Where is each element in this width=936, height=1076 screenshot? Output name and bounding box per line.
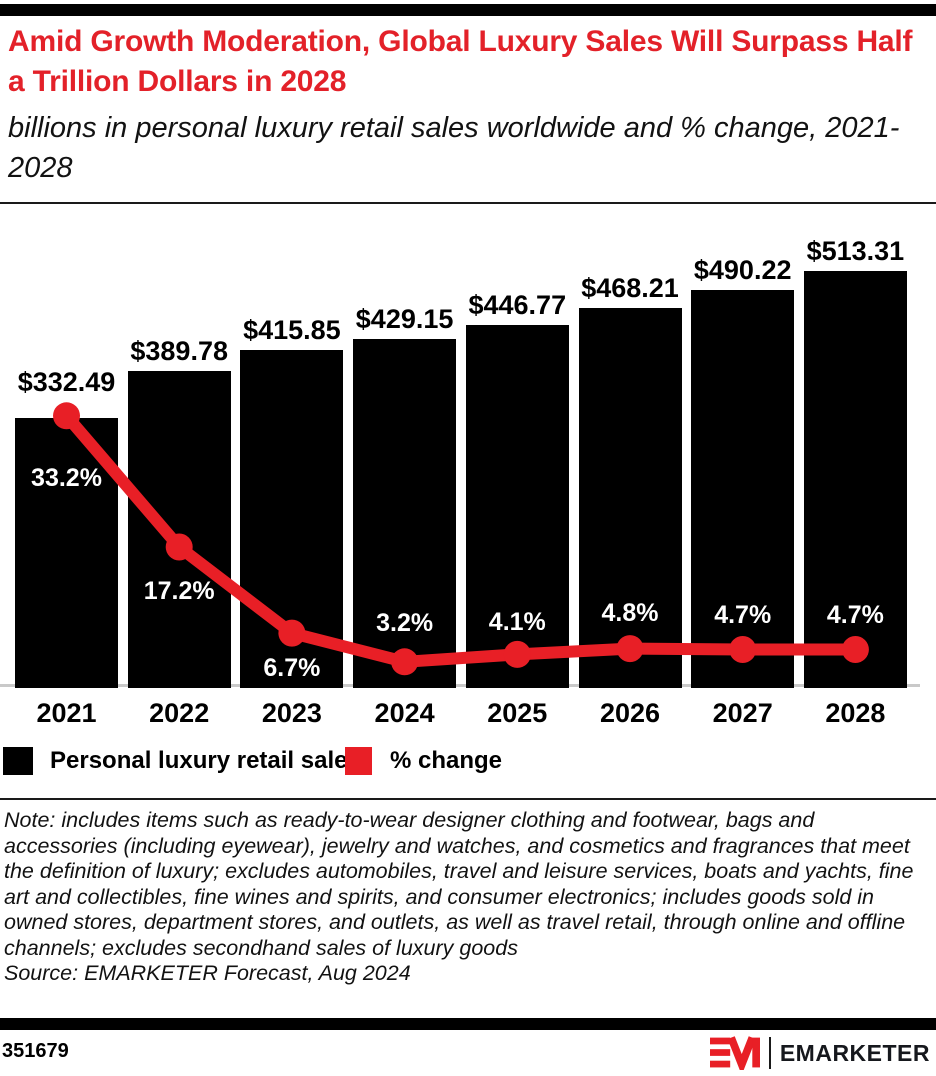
note-block: Note: includes items such as ready-to-we… bbox=[4, 808, 920, 987]
pct-label-2028: 4.7% bbox=[826, 600, 884, 629]
source-text: Source: EMARKETER Forecast, Aug 2024 bbox=[4, 961, 411, 985]
legend-swatch-sales bbox=[3, 747, 33, 775]
trend-point-2023 bbox=[278, 619, 306, 647]
emarketer-logo: EMARKETER bbox=[709, 1036, 930, 1070]
x-axis-label-2022: 2022 bbox=[149, 698, 210, 728]
chart-plot-area: $332.49 33.2% $389.78 17.2% $415.85 6.7% $429.… bbox=[0, 215, 936, 688]
emarketer-logo-mark-icon bbox=[709, 1036, 760, 1070]
trend-point-2025 bbox=[503, 640, 531, 668]
trend-point-2022 bbox=[165, 533, 193, 561]
pct-label-2027: 4.7% bbox=[714, 600, 772, 629]
chart-subtitle: billions in personal luxury retail sales… bbox=[8, 112, 900, 184]
note-divider bbox=[0, 798, 936, 800]
x-axis-label-2025: 2025 bbox=[487, 698, 548, 728]
trend-point-2027 bbox=[729, 636, 757, 663]
bar-value-label-2028: $513.31 bbox=[806, 235, 905, 266]
bottom-rule-bar bbox=[0, 1018, 936, 1030]
note-text: Note: includes items such as ready-to-we… bbox=[4, 808, 914, 960]
logo-brand-text: EMARKETER bbox=[779, 1039, 930, 1066]
trend-line bbox=[60, 409, 862, 668]
bar-value-label-2026: $468.21 bbox=[581, 272, 679, 303]
trend-point-2026 bbox=[616, 635, 644, 663]
x-axis-baseline bbox=[0, 684, 920, 687]
header-divider bbox=[0, 202, 936, 204]
bar-value-label-2027: $490.22 bbox=[693, 254, 792, 285]
bar-value-label-2021: $332.49 bbox=[17, 367, 116, 398]
pct-label-2023: 6.7% bbox=[263, 654, 321, 683]
bar-2025 bbox=[465, 324, 569, 688]
trend-point-2028 bbox=[841, 636, 869, 663]
legend-swatch-change bbox=[345, 747, 372, 775]
pct-label-2025: 4.1% bbox=[488, 608, 546, 637]
x-axis-label-2028: 2028 bbox=[825, 698, 886, 728]
legend-label-change: % change bbox=[390, 747, 503, 774]
logo-divider bbox=[768, 1037, 771, 1069]
bar-2022 bbox=[127, 371, 231, 688]
bar-value-label-2022: $389.78 bbox=[130, 336, 228, 367]
chart-id: 351679 bbox=[2, 1040, 69, 1062]
x-axis-label-2021: 2021 bbox=[36, 698, 97, 728]
bar-value-label-2023: $415.85 bbox=[243, 315, 341, 345]
legend-label-sales: Personal luxury retail sales bbox=[50, 747, 361, 774]
pct-label-2026: 4.8% bbox=[601, 598, 659, 627]
bar-2028 bbox=[803, 270, 907, 688]
bar-value-label-2025: $446.77 bbox=[468, 289, 567, 320]
bar-2027 bbox=[691, 289, 795, 688]
trend-line-layer bbox=[53, 402, 869, 676]
trend-point-2024 bbox=[391, 648, 419, 676]
x-axis-label-2023: 2023 bbox=[261, 698, 322, 728]
top-rule-bar bbox=[0, 4, 936, 16]
x-axis-label-2027: 2027 bbox=[712, 698, 773, 728]
x-axis-label-2024: 2024 bbox=[374, 698, 435, 728]
pct-label-2022: 17.2% bbox=[143, 577, 215, 605]
pct-label-2024: 3.2% bbox=[376, 608, 434, 637]
x-axis-label-2026: 2026 bbox=[599, 698, 661, 728]
chart-title: Amid Growth Moderation, Global Luxury Sa… bbox=[8, 25, 913, 98]
bar-2024 bbox=[353, 339, 457, 688]
trend-point-2021 bbox=[53, 402, 80, 430]
bar-value-label-2024: $429.15 bbox=[355, 304, 454, 335]
pct-label-2021: 33.2% bbox=[31, 463, 102, 492]
bar-2026 bbox=[578, 307, 682, 688]
